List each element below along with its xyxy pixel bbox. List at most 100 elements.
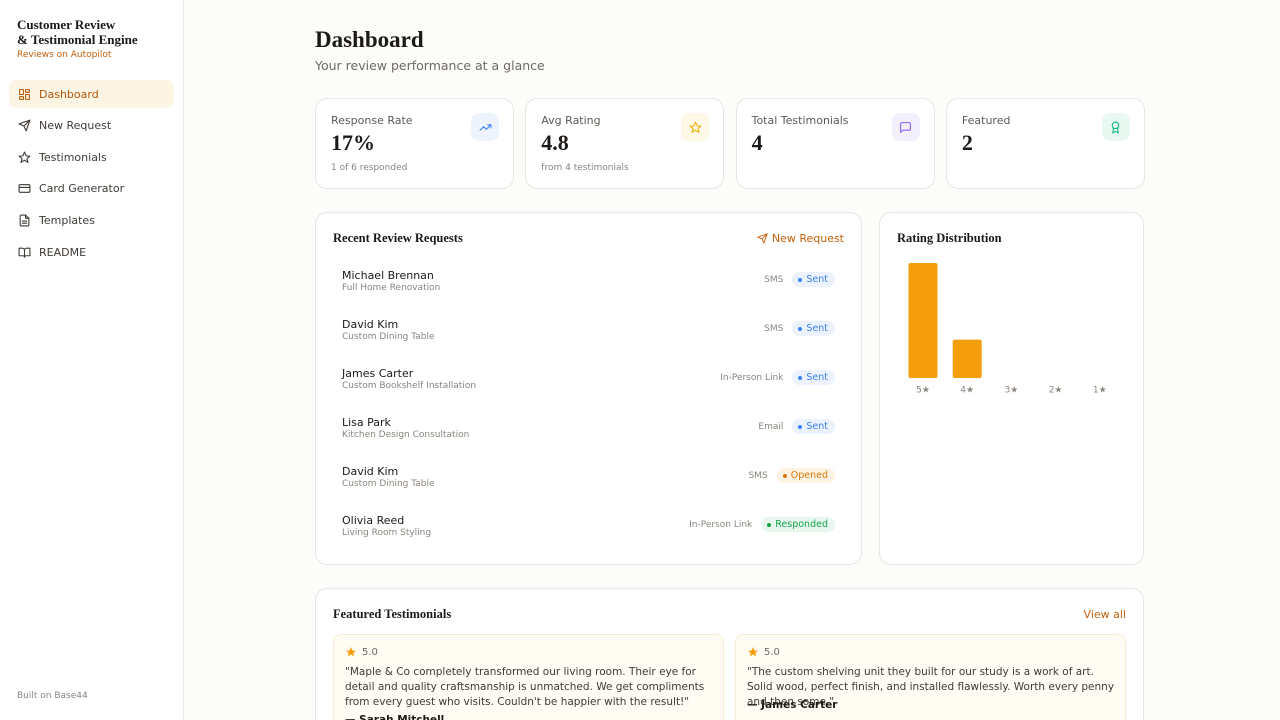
channel: In-Person Link xyxy=(689,519,753,530)
rating-panel: Rating Distribution 5★ 4★ 3★ 2★ 1★ xyxy=(879,212,1144,565)
icon xyxy=(19,88,30,100)
status-pill: Sent xyxy=(792,419,835,434)
status-pill: Sent xyxy=(792,370,835,385)
icon xyxy=(19,214,30,227)
project-name: Custom Dining Table xyxy=(342,479,435,489)
page-subtitle: Your review performance at a glance xyxy=(315,58,545,73)
stat-label: Featured xyxy=(961,114,1011,127)
author: — James Carter xyxy=(747,699,838,711)
star-icon xyxy=(346,647,356,657)
channel: Email xyxy=(758,421,784,432)
stat-label: Response Rate xyxy=(331,114,413,127)
status-dot xyxy=(798,326,803,331)
icon xyxy=(18,184,31,194)
channel: SMS xyxy=(748,470,768,481)
panel-title: Recent Review Requests xyxy=(333,231,463,245)
channel: SMS xyxy=(764,323,784,334)
quote: "The custom shelving unit they built for… xyxy=(747,666,1115,708)
nav-item[interactable]: README xyxy=(9,238,174,266)
view-all-link[interactable]: View all xyxy=(1083,608,1126,621)
stat-icon xyxy=(681,113,710,141)
nav-label: Templates xyxy=(39,213,95,227)
status-pill: Responded xyxy=(761,517,835,532)
rating: 5.0 xyxy=(345,646,378,658)
stat-label: Total Testimonials xyxy=(751,114,849,127)
icon xyxy=(18,247,31,258)
project-name: Living Room Styling xyxy=(342,528,432,538)
row-meta: Email Sent xyxy=(758,419,835,434)
nav-item[interactable]: Card Generator xyxy=(9,175,174,203)
testimonial-card: 5.0 "The custom shelving unit they built … xyxy=(735,634,1126,720)
stat-icon xyxy=(1101,113,1130,141)
stat-value: 2 xyxy=(961,130,973,155)
channel: SMS xyxy=(764,274,784,285)
nav-label: README xyxy=(39,245,87,259)
icon xyxy=(479,123,491,131)
requester-name: Olivia Reed xyxy=(342,514,405,527)
stat-value: 4.8 xyxy=(541,130,569,155)
status-label: Sent xyxy=(806,372,828,383)
x-tick-label: 2★ xyxy=(1049,386,1063,396)
rating-value: 5.0 xyxy=(764,646,780,658)
panel-title: Featured Testimonials xyxy=(333,607,452,621)
nav-item[interactable]: New Request xyxy=(9,112,174,140)
stat-note: 1 of 6 responded xyxy=(331,163,408,173)
stat-card: Featured 2 xyxy=(945,98,1145,189)
status-label: Opened xyxy=(790,470,828,481)
icon xyxy=(18,151,31,163)
status-label: Sent xyxy=(806,323,828,334)
requester-name: James Carter xyxy=(342,367,414,380)
nav-label: Testimonials xyxy=(39,150,107,164)
status-pill: Sent xyxy=(792,321,835,336)
status-dot xyxy=(798,375,803,380)
requester-name: Michael Brennan xyxy=(342,269,434,282)
page-title: Dashboard xyxy=(315,27,424,52)
status-label: Sent xyxy=(806,421,828,432)
requester-name: David Kim xyxy=(342,465,399,478)
requester-name: David Kim xyxy=(342,318,399,331)
icon xyxy=(689,121,702,133)
stat-value: 17% xyxy=(331,130,375,155)
stat-note: from 4 testimonials xyxy=(541,163,629,173)
status-pill: Opened xyxy=(776,468,835,483)
project-name: Kitchen Design Consultation xyxy=(342,430,470,440)
rating-value: 5.0 xyxy=(362,646,378,658)
sidebar: Customer Review & Testimonial Engine Rev… xyxy=(0,0,184,720)
chart: 5★ 4★ 3★ 2★ 1★ xyxy=(908,263,1107,396)
new-request-link[interactable]: New Request xyxy=(756,232,844,245)
nav-item[interactable]: Dashboard xyxy=(9,80,174,108)
nav-label: New Request xyxy=(39,119,112,133)
x-tick-label: 3★ xyxy=(1005,386,1019,396)
stat-card: Response Rate 17% 1 of 6 responded xyxy=(315,98,514,189)
stat-label: Avg Rating xyxy=(541,114,601,127)
app-title: Customer Review & Testimonial Engine xyxy=(17,17,138,47)
status-pill: Sent xyxy=(792,272,835,287)
row-meta: SMS Opened xyxy=(749,468,835,483)
row-meta: In-Person Link Responded xyxy=(689,517,835,532)
nav-label: Card Generator xyxy=(39,182,125,196)
chart-title: Rating Distribution xyxy=(897,231,1002,245)
x-tick-label: 4★ xyxy=(960,386,974,396)
star-icon xyxy=(748,647,758,657)
stat-value: 4 xyxy=(751,130,763,155)
bar xyxy=(952,339,982,378)
status-dot xyxy=(767,522,772,527)
status-dot xyxy=(782,473,787,478)
stat-card: Avg Rating 4.8 from 4 testimonials xyxy=(525,98,725,189)
stat-icon xyxy=(891,113,920,141)
row-meta: In-Person Link Sent xyxy=(720,370,835,385)
status-label: Sent xyxy=(806,274,828,285)
nav-item[interactable]: Templates xyxy=(9,206,174,234)
row-meta: SMS Sent xyxy=(764,272,835,287)
x-tick-label: 1★ xyxy=(1093,386,1107,396)
bar xyxy=(908,263,938,378)
nav-item[interactable]: Testimonials xyxy=(9,143,174,171)
stat-card: Total Testimonials 4 xyxy=(735,98,935,189)
icon xyxy=(1112,121,1120,133)
requests-panel: Recent Review Requests New Request Micha… xyxy=(315,212,862,565)
x-tick-label: 5★ xyxy=(916,386,930,396)
requester-name: Lisa Park xyxy=(342,416,391,429)
send-icon xyxy=(756,233,768,244)
icon xyxy=(18,119,31,132)
